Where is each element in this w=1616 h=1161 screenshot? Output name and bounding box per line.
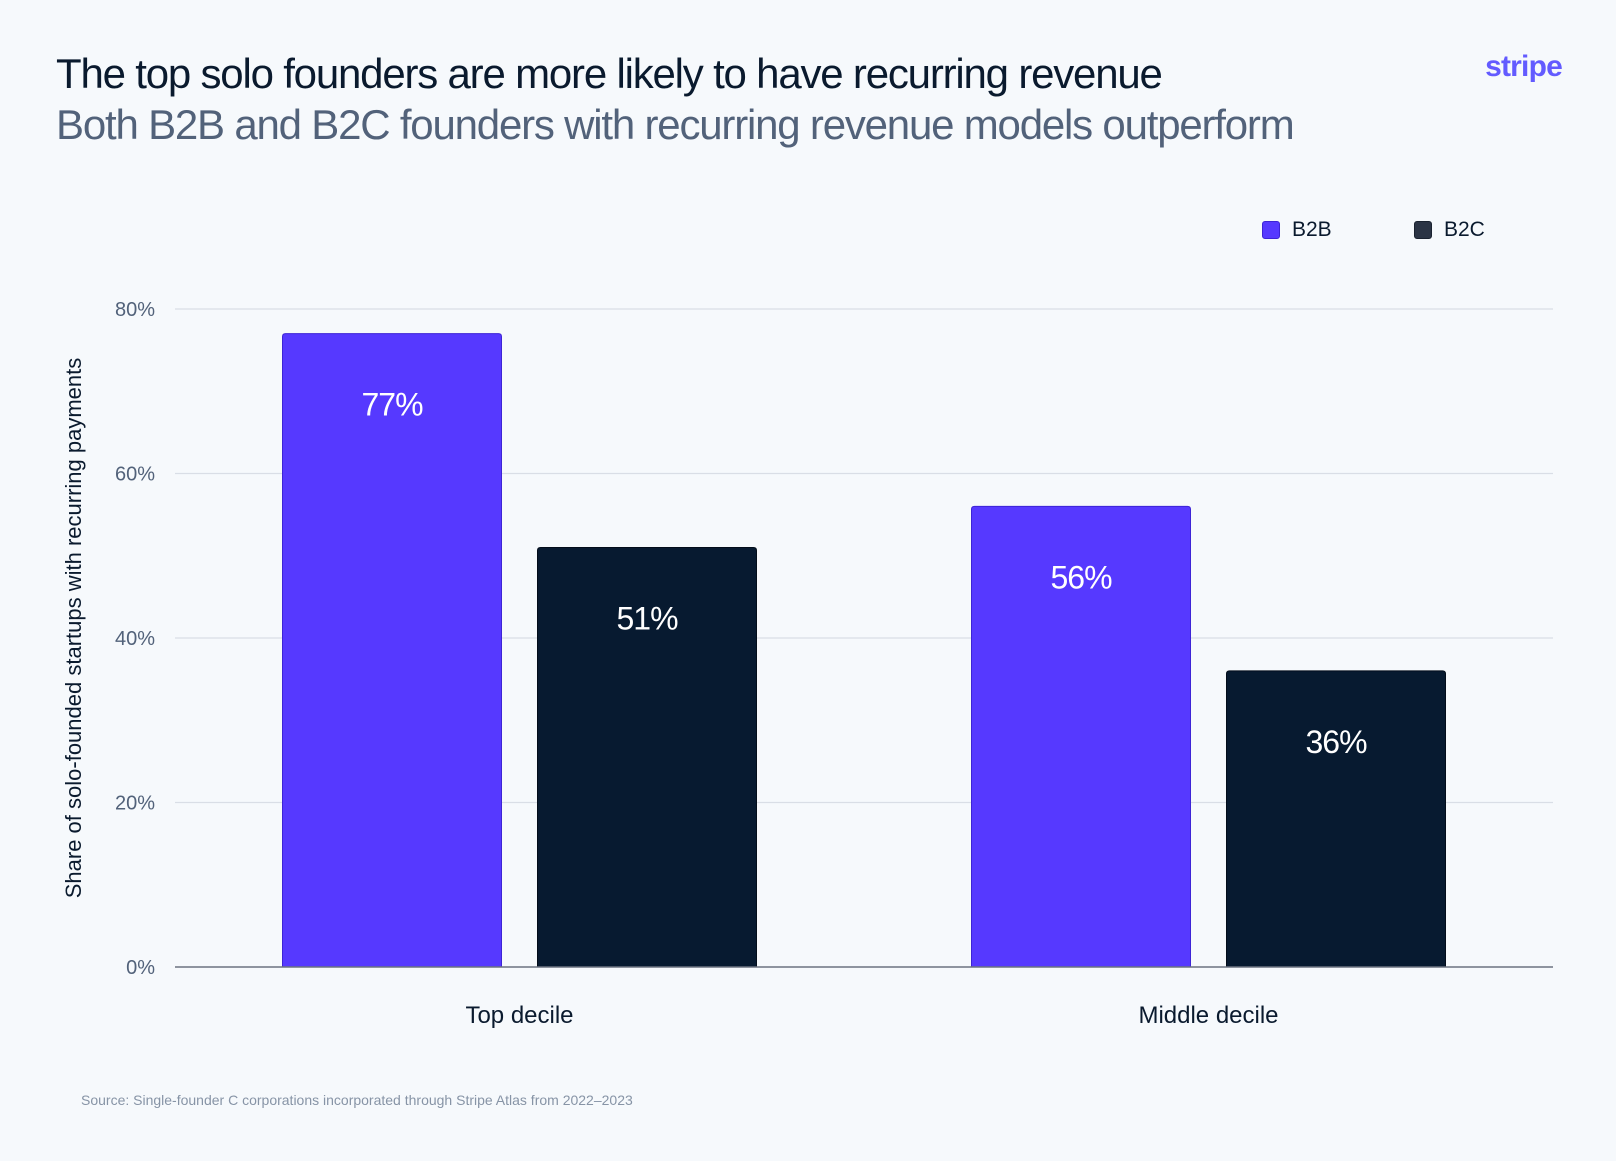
legend-label-b2c: B2C [1444, 218, 1485, 241]
bar-b2c-middle-decile [1226, 670, 1446, 968]
legend-label-b2b: B2B [1292, 218, 1332, 241]
source-note: Source: Single-founder C corporations in… [81, 1092, 633, 1108]
bar-value-label: 56% [1050, 559, 1112, 595]
legend-item-b2b: B2B [1262, 218, 1332, 242]
y-tick-label: 60% [115, 464, 155, 486]
legend-swatch-b2b [1262, 221, 1280, 239]
bar-b2b-middle-decile [971, 505, 1191, 968]
x-category-label: Middle decile [1138, 1002, 1278, 1029]
bar-b2b-top-decile [282, 333, 502, 968]
y-tick-label: 20% [115, 793, 155, 815]
y-tick-label: 80% [115, 299, 155, 321]
bar-b2c-top-decile [537, 547, 757, 968]
y-tick-label: 40% [115, 628, 155, 650]
chart-title: The top solo founders are more likely to… [56, 50, 1163, 97]
bar-value-label: 51% [616, 601, 678, 637]
legend-item-b2c: B2C [1414, 218, 1485, 242]
x-category-label: Top decile [465, 1002, 573, 1029]
y-tick-label: 0% [126, 957, 155, 979]
chart-subtitle: Both B2B and B2C founders with recurring… [56, 101, 1295, 148]
stripe-logo: stripe [1485, 50, 1563, 83]
legend-swatch-b2c [1414, 221, 1432, 239]
bar-value-label: 77% [361, 387, 423, 423]
bar-value-label: 36% [1305, 724, 1367, 760]
